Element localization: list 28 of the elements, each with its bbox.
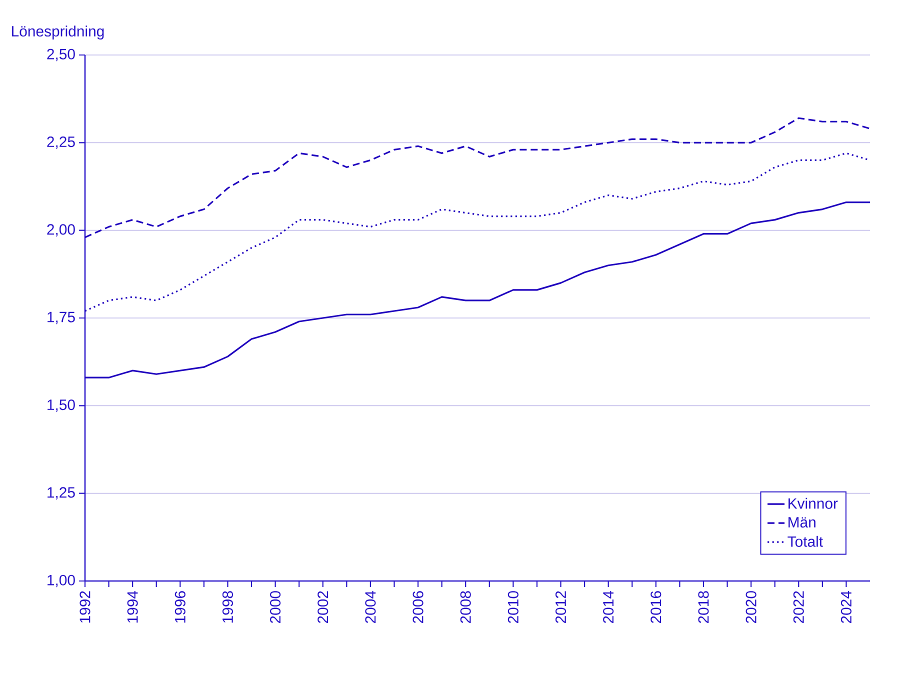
y-axis-title: Lönespridning xyxy=(12,26,104,40)
x-tick-label: 1994 xyxy=(127,590,138,623)
y-tick-label: 2,00 xyxy=(47,224,75,236)
y-tick-label: 1,25 xyxy=(48,487,75,500)
x-tick-label: 1992 xyxy=(80,591,90,623)
x-tick-label: 2016 xyxy=(650,591,662,623)
x-tick-label: 2020 xyxy=(746,591,756,623)
x-tick-label: 2000 xyxy=(270,591,281,623)
legend-label: Män xyxy=(788,517,816,528)
y-tick-label: 1,50 xyxy=(48,399,75,412)
x-tick-label: 1996 xyxy=(174,591,186,623)
x-tick-label: 1998 xyxy=(222,591,234,623)
x-tick-label: 2004 xyxy=(365,590,376,623)
y-tick-label: 2,25 xyxy=(47,136,75,149)
x-tick-label: 2008 xyxy=(460,591,471,623)
x-tick-label: 2002 xyxy=(318,591,328,623)
x-tick-label: 2024 xyxy=(840,590,852,623)
x-tick-label: 2012 xyxy=(555,591,566,623)
legend-label: Kvinnor xyxy=(788,498,838,509)
y-tick-label: 1,00 xyxy=(48,574,75,588)
y-tick-label: 2,50 xyxy=(47,48,75,62)
x-tick-label: 2010 xyxy=(508,591,518,623)
x-tick-label: 2006 xyxy=(412,591,424,623)
x-tick-label: 2022 xyxy=(793,591,804,623)
x-tick-label: 2014 xyxy=(603,590,614,623)
x-tick-label: 2018 xyxy=(698,591,709,623)
legend-label: Totalt xyxy=(788,536,823,547)
y-tick-label: 1,75 xyxy=(48,312,75,324)
